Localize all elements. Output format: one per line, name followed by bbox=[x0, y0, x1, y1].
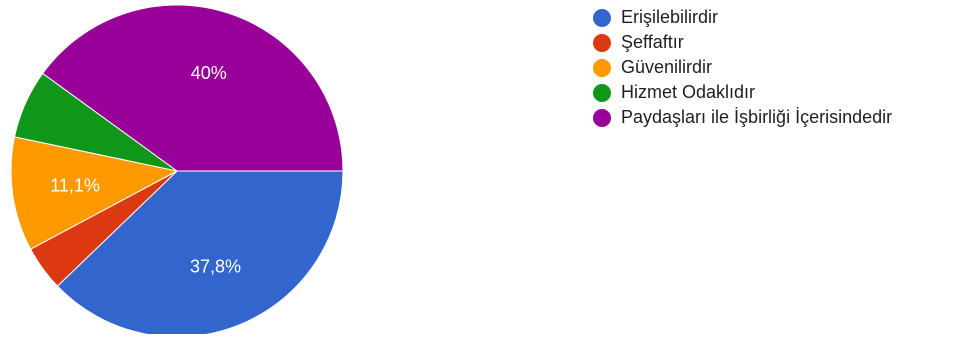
slice-label-4: 40% bbox=[191, 63, 227, 83]
legend-item-3: Hizmet Odaklıdır bbox=[593, 80, 892, 105]
legend-swatch-0 bbox=[593, 8, 611, 27]
legend-item-0: Erişilebilirdir bbox=[593, 5, 892, 30]
legend-label-2: Güvenilirdir bbox=[621, 57, 713, 77]
legend-swatch-4 bbox=[593, 108, 611, 127]
pie-slice-4 bbox=[42, 4, 344, 172]
legend-item-2: Güvenilirdir bbox=[593, 55, 892, 80]
slice-label-2: 11,1% bbox=[50, 176, 100, 196]
legend-swatch-3 bbox=[593, 83, 611, 102]
pie-slice-2 bbox=[10, 136, 179, 250]
chart-legend: Erişilebilirdir Şeffaftır Güvenilirdir Hizm… bbox=[593, 5, 892, 130]
legend-label-0: Erişilebilirdir bbox=[621, 7, 719, 27]
pie-slice-0 bbox=[56, 170, 344, 338]
legend-item-1: Şeffaftır bbox=[593, 30, 892, 55]
legend-item-4: Paydaşları ile İşbirliği İçerisindedir bbox=[593, 105, 892, 130]
legend-swatch-2 bbox=[593, 58, 611, 77]
legend-label-1: Şeffaftır bbox=[621, 32, 684, 52]
slice-label-0: 37,8% bbox=[190, 257, 241, 277]
legend-label-4: Paydaşları ile İşbirliği İçerisindedir bbox=[621, 107, 893, 127]
legend-label-3: Hizmet Odaklıdır bbox=[621, 82, 756, 102]
legend-swatch-1 bbox=[593, 33, 611, 52]
